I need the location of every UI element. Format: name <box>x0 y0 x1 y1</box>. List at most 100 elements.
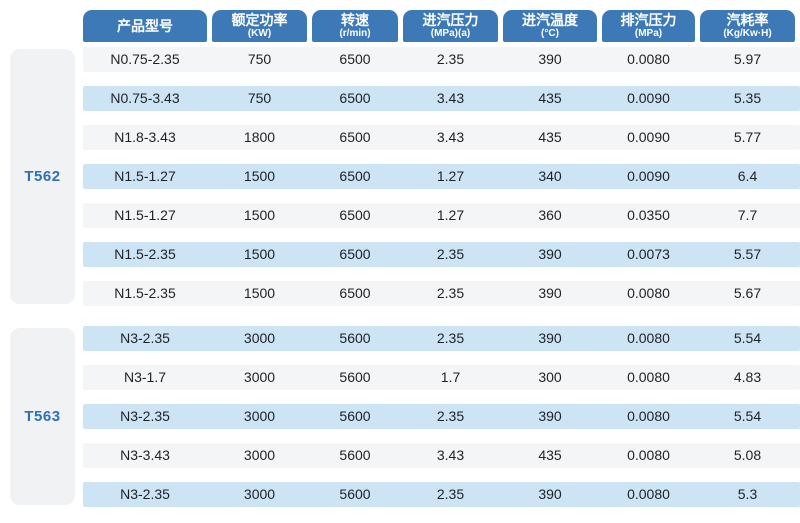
table-row: N0.75-3.43 750 6500 3.43 435 0.0090 5.35 <box>83 86 800 111</box>
cell-value: 3000 <box>243 330 276 346</box>
table-row: N1.5-2.35 1500 6500 2.35 390 0.0073 5.57 <box>83 242 800 267</box>
cell-value: 5.54 <box>733 330 762 346</box>
cell-value: 5.35 <box>733 90 762 106</box>
cell-value: 3.43 <box>436 129 465 145</box>
cell-value: 5600 <box>339 447 371 463</box>
column-header: 进汽压力 (MPa)(a) <box>403 10 498 42</box>
cell-value: 5.67 <box>733 285 762 301</box>
column-header-label: 汽耗率 <box>726 12 769 29</box>
cell-value: 0.0080 <box>627 369 670 385</box>
cell-value: 3000 <box>243 369 276 385</box>
cell-value: 5.3 <box>737 486 758 502</box>
cell-value: 390 <box>538 486 562 502</box>
cell-value: 0.0080 <box>627 447 670 463</box>
cell-model: N1.5-1.27 <box>114 168 176 184</box>
cell-value: 0.0080 <box>627 51 670 67</box>
column-header: 排汽压力 (MPa) <box>602 10 695 42</box>
cell-value: 0.0080 <box>627 330 670 346</box>
cell-value: 1500 <box>243 168 276 184</box>
cell-model: N3-2.35 <box>120 486 170 502</box>
table-row: N3-2.35 3000 5600 2.35 390 0.0080 5.3 <box>83 482 800 507</box>
cell-value: 1.7 <box>440 369 461 385</box>
cell-model: N0.75-2.35 <box>110 51 180 67</box>
cell-value: 390 <box>538 51 562 67</box>
cell-model: N1.5-1.27 <box>114 207 176 223</box>
product-group-label: T563 <box>24 408 61 425</box>
cell-value: 360 <box>538 207 562 223</box>
cell-value: 0.0080 <box>627 408 670 424</box>
column-header-unit: (MPa) <box>634 28 663 40</box>
column-header-unit: (MPa)(a) <box>430 28 471 40</box>
cell-value: 6500 <box>339 168 371 184</box>
table-header-row: 产品型号 额定功率 (KW) 转速 (r/min) 进汽压力 (MPa)(a) 进汽温度 (°C… <box>83 10 800 42</box>
cell-value: 5.54 <box>733 408 762 424</box>
cell-value: 2.35 <box>436 330 465 346</box>
cell-value: 0.0073 <box>627 246 670 262</box>
cell-model: N3-3.43 <box>120 447 170 463</box>
cell-value: 0.0090 <box>627 129 670 145</box>
table-row: N1.5-1.27 1500 6500 1.27 340 0.0090 6.4 <box>83 164 800 189</box>
cell-value: 0.0080 <box>627 285 670 301</box>
cell-value: 6500 <box>339 207 371 223</box>
cell-value: 3.43 <box>436 90 465 106</box>
cell-value: 6.4 <box>737 168 758 184</box>
product-group: T562 N0.75-2.35 750 6500 2.35 390 0.0080 5.97 N0… <box>10 47 800 306</box>
cell-value: 1500 <box>243 246 276 262</box>
cell-value: 5600 <box>339 369 371 385</box>
table-row: N1.5-1.27 1500 6500 1.27 360 0.0350 7.7 <box>83 203 800 228</box>
column-header: 进汽温度 (°C) <box>503 10 597 42</box>
column-header: 汽耗率 (Kg/Kw·H) <box>700 10 795 42</box>
cell-model: N3-1.7 <box>123 369 167 385</box>
cell-value: 5.57 <box>733 246 762 262</box>
cell-value: 1500 <box>243 207 276 223</box>
column-header-unit: (r/min) <box>339 28 371 40</box>
cell-value: 5600 <box>339 408 371 424</box>
cell-value: 5600 <box>339 330 371 346</box>
cell-value: 435 <box>538 447 562 463</box>
cell-value: 3000 <box>243 486 276 502</box>
cell-model: N0.75-3.43 <box>110 90 180 106</box>
product-group: T563 N3-2.35 3000 5600 2.35 390 0.0080 5.54 N3-1… <box>10 326 800 507</box>
cell-value: 390 <box>538 285 562 301</box>
column-header-label: 进汽压力 <box>422 12 479 29</box>
cell-value: 390 <box>538 330 562 346</box>
cell-value: 1.27 <box>436 168 465 184</box>
cell-model: N1.8-3.43 <box>114 129 176 145</box>
cell-value: 340 <box>538 168 562 184</box>
column-header: 额定功率 (KW) <box>212 10 307 42</box>
cell-value: 6500 <box>339 51 371 67</box>
column-header-label: 排汽压力 <box>620 12 677 29</box>
cell-value: 300 <box>538 369 562 385</box>
cell-value: 6500 <box>339 285 371 301</box>
cell-model: N3-2.35 <box>120 330 170 346</box>
column-header-label: 转速 <box>341 12 369 29</box>
cell-value: 0.0090 <box>627 90 670 106</box>
cell-value: 3000 <box>243 408 276 424</box>
table-body: T562 N0.75-2.35 750 6500 2.35 390 0.0080 5.97 N0… <box>10 47 800 507</box>
cell-value: 2.35 <box>436 408 465 424</box>
cell-value: 5600 <box>339 486 371 502</box>
product-group-panel: T563 <box>10 328 75 505</box>
cell-value: 6500 <box>339 90 371 106</box>
cell-value: 1800 <box>243 129 276 145</box>
cell-value: 3000 <box>243 447 276 463</box>
cell-value: 2.35 <box>436 246 465 262</box>
cell-value: 1500 <box>243 285 276 301</box>
cell-value: 0.0080 <box>627 486 670 502</box>
cell-value: 5.97 <box>733 51 762 67</box>
cell-value: 390 <box>538 408 562 424</box>
table-row: N3-2.35 3000 5600 2.35 390 0.0080 5.54 <box>83 404 800 429</box>
cell-value: 2.35 <box>436 51 465 67</box>
column-header-unit: (°C) <box>541 28 559 40</box>
cell-value: 0.0090 <box>627 168 670 184</box>
column-header-label: 产品型号 <box>117 17 173 34</box>
cell-model: N3-2.35 <box>120 408 170 424</box>
cell-value: 3.43 <box>436 447 465 463</box>
product-group-panel: T562 <box>10 49 75 304</box>
cell-value: 5.77 <box>733 129 762 145</box>
cell-value: 6500 <box>339 129 371 145</box>
cell-value: 2.35 <box>436 486 465 502</box>
cell-value: 2.35 <box>436 285 465 301</box>
cell-value: 390 <box>538 246 562 262</box>
